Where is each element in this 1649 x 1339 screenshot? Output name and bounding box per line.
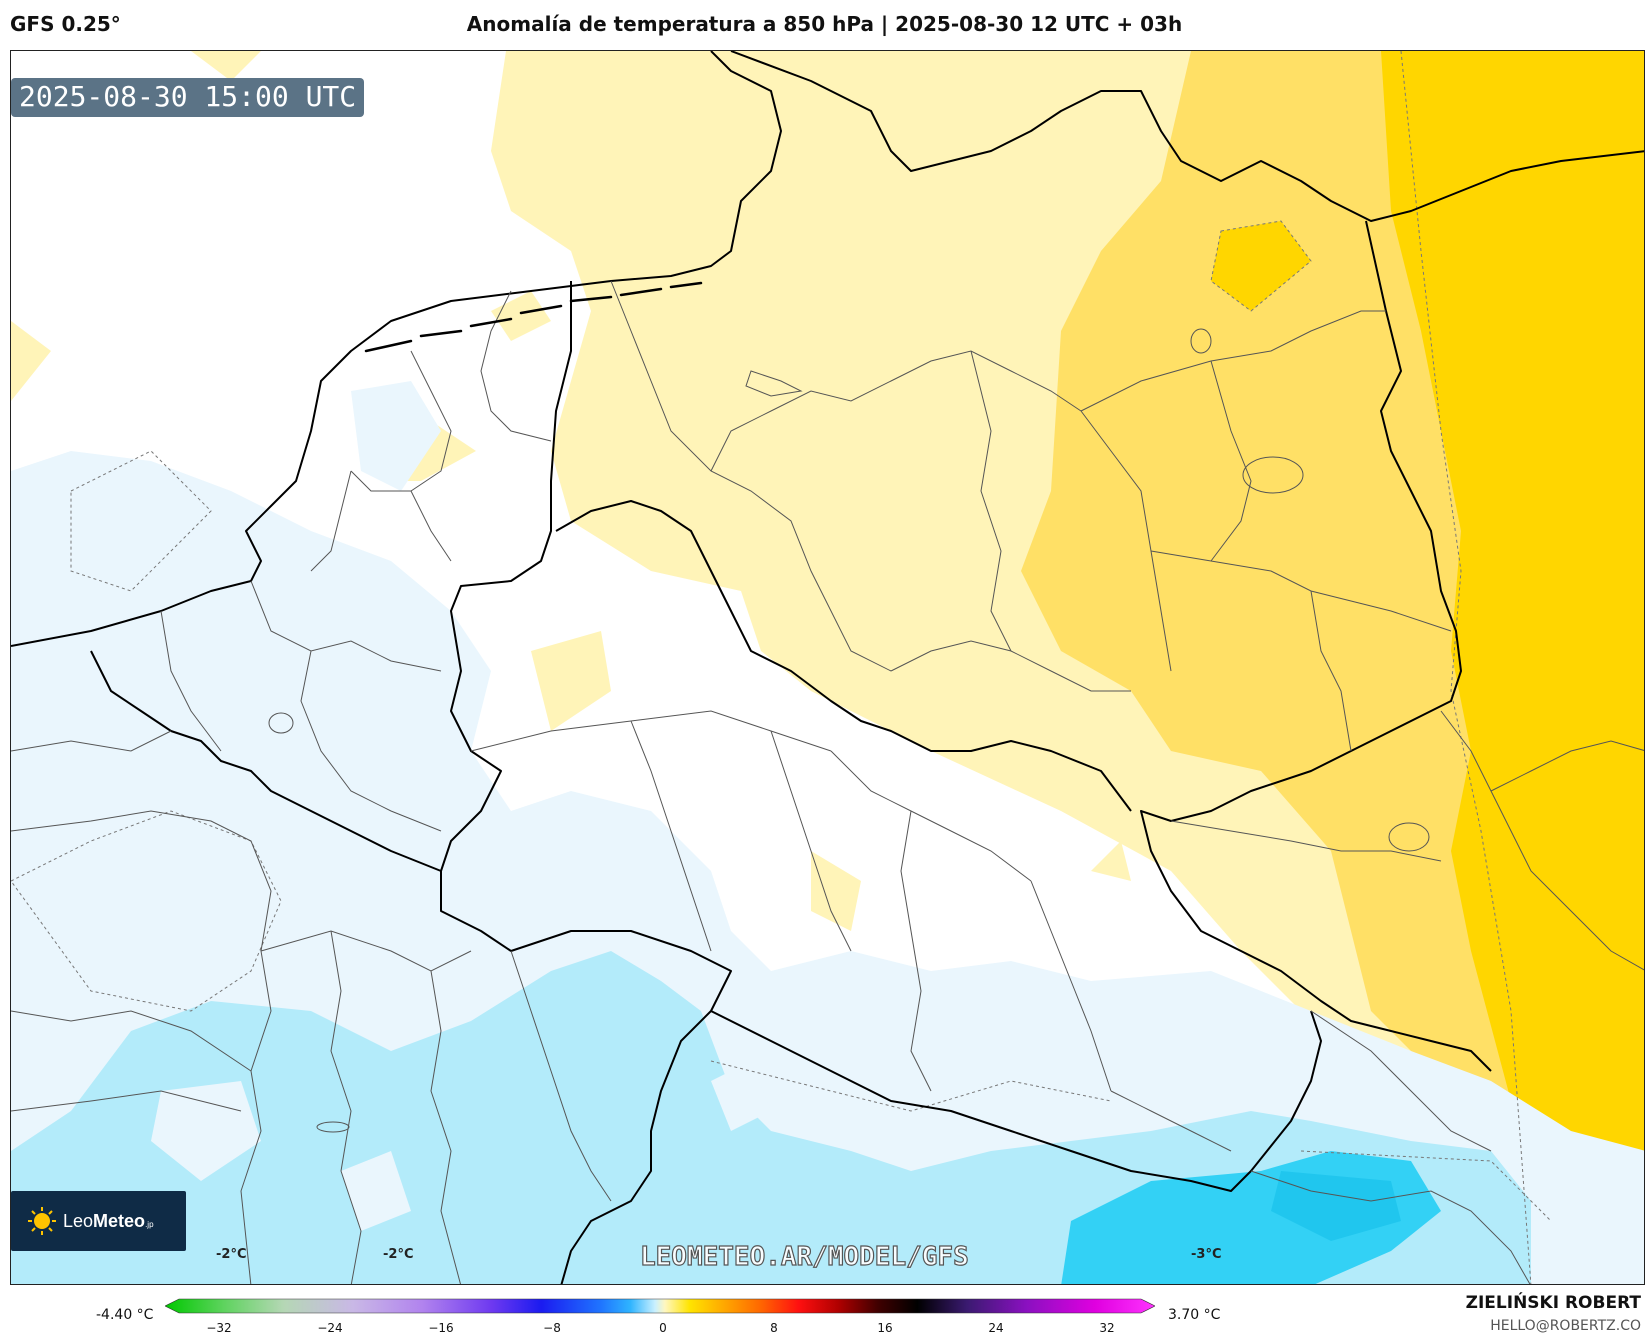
- lakes: [268, 328, 1430, 1133]
- colorbar-tick: 32: [1099, 1321, 1115, 1335]
- author-email[interactable]: HELLO@ROBERTZ.CO: [1490, 1318, 1641, 1334]
- logo-wordmark: LeoMeteo.jp: [63, 1210, 154, 1231]
- region-borders: [11, 280, 1644, 1284]
- leometeo-logo[interactable]: LeoMeteo.jp: [11, 1191, 186, 1251]
- islands: [364, 281, 703, 353]
- country-borders: [11, 51, 1644, 1284]
- contour-label: -2°C: [216, 1247, 247, 1262]
- sun-icon: [27, 1206, 57, 1236]
- colorbar-tick: 16: [877, 1321, 893, 1335]
- map-panel[interactable]: 2025-08-30 15:00 UTC -2°C -2°C -3°C LeoM…: [10, 50, 1645, 1285]
- watermark-url: LEOMETEO.AR/MODEL/GFS: [639, 1241, 969, 1272]
- valid-time-badge: 2025-08-30 15:00 UTC: [11, 78, 365, 117]
- colorbar-max-label: 3.70 °C: [1168, 1307, 1221, 1323]
- colorbar-tick: 24: [988, 1321, 1004, 1335]
- map-title: Anomalía de temperatura a 850 hPa | 2025…: [466, 12, 1183, 36]
- model-label: GFS 0.25°: [10, 12, 121, 36]
- contour-label: -3°C: [1191, 1247, 1222, 1262]
- colorbar-tick: −8: [543, 1321, 561, 1335]
- warm-field-strong: [1211, 51, 1644, 1284]
- contour-label: -2°C: [383, 1247, 414, 1262]
- colorbar-tick: −16: [428, 1321, 454, 1335]
- colorbar-tick: 8: [770, 1321, 778, 1335]
- colorbar-tick: −32: [206, 1321, 232, 1335]
- colorbar-tick: −24: [317, 1321, 343, 1335]
- colorbar-tick: 0: [659, 1321, 667, 1335]
- colorbar: [165, 1298, 1155, 1314]
- colorbar-min-label: -4.40 °C: [96, 1307, 154, 1323]
- map-canvas: [11, 51, 1644, 1284]
- author-credit: ZIELIŃSKI ROBERT: [1465, 1293, 1641, 1313]
